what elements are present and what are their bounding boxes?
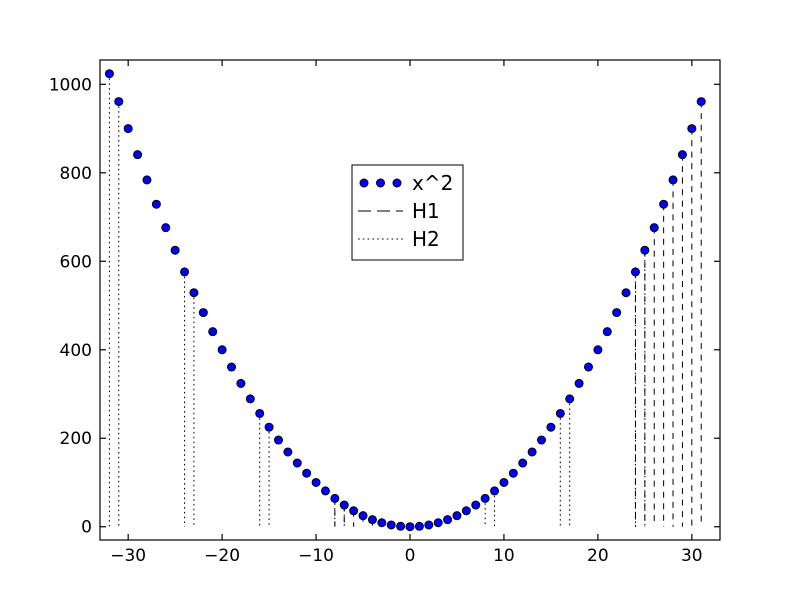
data-point: [245, 394, 255, 404]
legend-label: H2: [412, 227, 440, 251]
data-point: [668, 175, 678, 185]
x-tick-label: 30: [681, 546, 703, 566]
x-tick-label: −10: [298, 546, 334, 566]
data-point: [630, 267, 640, 277]
data-point: [217, 345, 227, 355]
x-tick-label: 10: [493, 546, 515, 566]
data-point: [255, 408, 265, 418]
data-point: [687, 124, 697, 134]
data-point: [273, 435, 283, 445]
data-point: [649, 223, 659, 233]
data-point: [574, 378, 584, 388]
data-point: [612, 308, 622, 318]
legend-label: H1: [412, 199, 440, 223]
data-point: [640, 245, 650, 255]
axis-ticks: −30 −20 −10 0 10 20 30 0 200 400 600 800 1000: [49, 60, 720, 566]
h2-dotted-lines: [108, 73, 646, 527]
data-point: [499, 477, 509, 487]
x-tick-label: −30: [110, 546, 146, 566]
data-point: [377, 518, 387, 528]
data-point: [593, 345, 603, 355]
data-point: [142, 175, 152, 185]
data-point: [480, 493, 490, 503]
data-point: [546, 422, 556, 432]
data-point: [518, 458, 528, 468]
data-point: [490, 486, 500, 496]
data-point: [189, 288, 199, 298]
data-point: [198, 308, 208, 318]
data-point: [527, 447, 537, 457]
data-point: [208, 327, 218, 337]
data-point: [471, 500, 481, 510]
y-tick-label: 800: [60, 164, 92, 184]
data-point: [443, 515, 453, 525]
legend-marker-dot: [359, 178, 369, 188]
data-point: [349, 506, 359, 516]
data-point: [227, 362, 237, 372]
legend: x^2 H1 H2: [351, 164, 464, 261]
data-point: [104, 69, 114, 79]
data-point: [302, 468, 312, 478]
y-tick-label: 400: [60, 341, 92, 361]
data-point: [123, 124, 133, 134]
data-point: [583, 362, 593, 372]
data-point: [358, 511, 368, 521]
data-point: [508, 468, 518, 478]
y-tick-label: 600: [60, 252, 92, 272]
data-point: [151, 199, 161, 209]
data-point: [696, 97, 706, 107]
data-point: [161, 223, 171, 233]
data-point: [283, 447, 293, 457]
data-point: [311, 477, 321, 487]
data-point: [180, 267, 190, 277]
data-point: [320, 486, 330, 496]
y-tick-label: 1000: [49, 75, 92, 95]
legend-label: x^2: [412, 171, 453, 195]
data-point: [330, 493, 340, 503]
legend-box: [351, 164, 464, 261]
data-point: [461, 506, 471, 516]
data-point: [339, 500, 349, 510]
data-point: [565, 394, 575, 404]
data-point: [264, 422, 274, 432]
data-point: [292, 458, 302, 468]
data-point: [452, 511, 462, 521]
legend-marker-dot: [392, 178, 402, 188]
data-point: [405, 522, 415, 532]
data-point: [555, 408, 565, 418]
y-tick-label: 0: [81, 518, 92, 538]
data-point: [433, 518, 443, 528]
x-tick-label: −20: [204, 546, 240, 566]
data-point: [621, 288, 631, 298]
legend-marker-dot: [376, 178, 385, 188]
data-point: [170, 245, 180, 255]
scatter-series-x-squared: [104, 69, 706, 532]
data-point: [677, 150, 687, 160]
data-point: [602, 327, 612, 337]
x-tick-label: 20: [587, 546, 609, 566]
y-tick-label: 200: [60, 429, 92, 449]
data-point: [396, 521, 406, 531]
x-tick-label: 0: [405, 546, 416, 566]
data-point: [133, 150, 143, 160]
data-point: [659, 199, 669, 209]
data-point: [386, 520, 396, 530]
data-point: [537, 435, 547, 445]
data-point: [236, 378, 246, 388]
data-point: [114, 97, 124, 107]
data-point: [424, 520, 434, 530]
data-point: [414, 521, 424, 531]
data-point: [367, 515, 377, 525]
